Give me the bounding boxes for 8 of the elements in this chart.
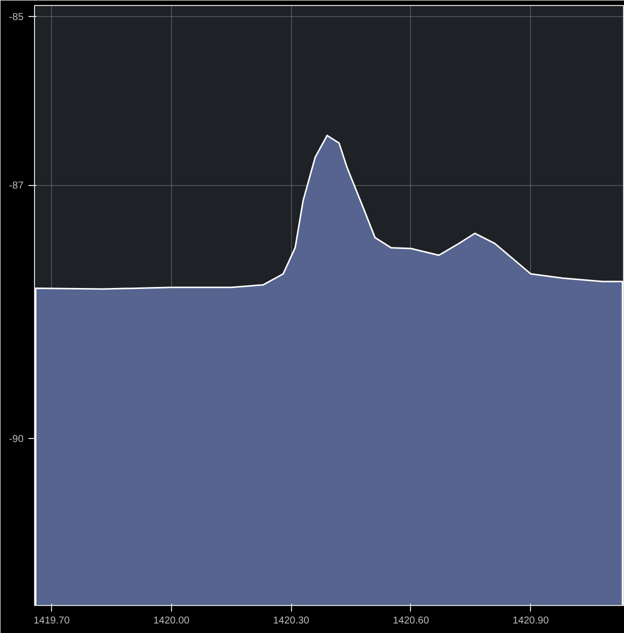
y-tick-label: -90 [9,434,24,445]
y-tick-label: -85 [9,12,24,23]
y-tick-label: -87 [9,180,24,192]
x-tick-label: 1419.70 [34,616,70,626]
x-tick-label: 1420.00 [153,616,190,626]
x-tick-label: 1420.60 [392,616,430,626]
x-tick-label: 1420.30 [273,616,310,626]
x-tick-label: 1420.90 [512,616,550,626]
